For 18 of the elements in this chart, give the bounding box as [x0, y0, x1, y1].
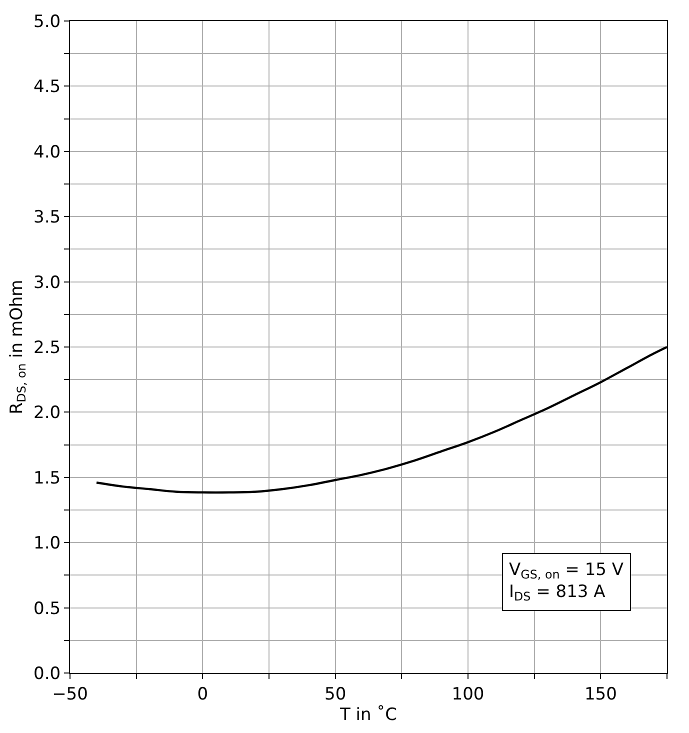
x-tick-label: 150 [584, 684, 617, 704]
y-tick-label: 3.5 [34, 208, 61, 228]
y-tick-label: 3.0 [34, 272, 61, 293]
y-tick-label: 2.0 [34, 403, 61, 424]
y-tick-label: 1.0 [34, 534, 61, 554]
x-axis-title: T in ˚C [338, 704, 398, 725]
y-tick-label: 1.5 [34, 468, 61, 488]
x-tick-label: 100 [452, 684, 484, 704]
x-tick-label: 50 [324, 684, 346, 704]
y-tick-label: 4.5 [34, 77, 61, 98]
y-tick-label: 4.0 [34, 142, 61, 162]
text: 0.0 [34, 664, 61, 684]
y-tick-label: 2.5 [34, 338, 61, 358]
text: V$_{GS, on}$ = 15 V I$_{DS}$ = 813 A [509, 560, 624, 604]
x-tick-label: −50 [52, 684, 88, 704]
y-tick-label: 5.0 [34, 12, 61, 32]
x-tick-label: 0 [197, 684, 208, 704]
y-tick-label: 0.5 [34, 598, 61, 619]
